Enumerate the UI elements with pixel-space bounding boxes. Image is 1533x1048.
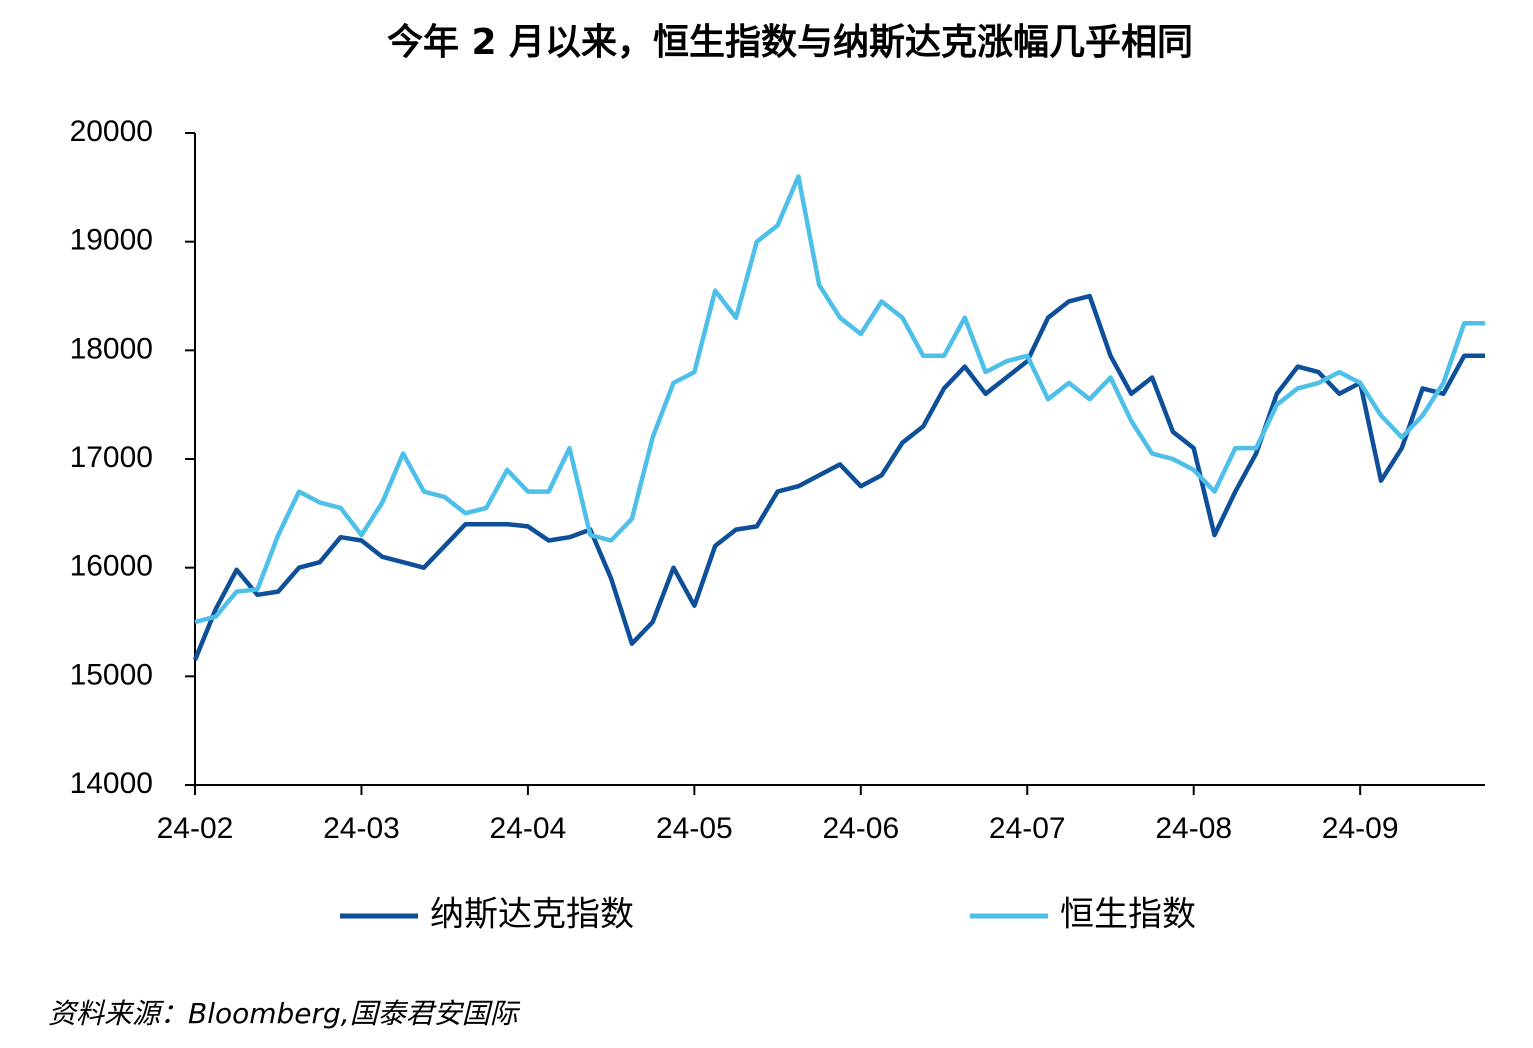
x-tick-label: 24-08 bbox=[1155, 812, 1232, 845]
y-tick-label: 14000 bbox=[70, 767, 153, 800]
chart-title: 今年 2 月以来，恒生指数与纳斯达克涨幅几乎相同 bbox=[387, 22, 1193, 63]
x-tick-label: 24-06 bbox=[822, 812, 899, 845]
y-tick-label: 15000 bbox=[70, 658, 153, 691]
x-tick-label: 24-03 bbox=[323, 812, 400, 845]
y-tick-label: 18000 bbox=[70, 332, 153, 365]
legend-label: 恒生指数 bbox=[1060, 895, 1196, 935]
x-tick-label: 24-09 bbox=[1322, 812, 1399, 845]
x-tick-label: 24-02 bbox=[157, 812, 234, 845]
y-tick-label: 20000 bbox=[70, 115, 153, 148]
source-note: 资料来源：Bloomberg,国泰君安国际 bbox=[48, 997, 521, 1030]
x-tick-label: 24-07 bbox=[989, 812, 1066, 845]
y-tick-label: 16000 bbox=[70, 550, 153, 583]
series-line bbox=[194, 174, 1485, 625]
x-tick-label: 24-05 bbox=[656, 812, 733, 845]
x-tick-label: 24-04 bbox=[490, 812, 567, 845]
y-tick-label: 19000 bbox=[70, 224, 153, 257]
y-tick-label: 17000 bbox=[70, 441, 153, 474]
series-line bbox=[192, 293, 1485, 661]
legend-label: 纳斯达克指数 bbox=[430, 895, 634, 935]
